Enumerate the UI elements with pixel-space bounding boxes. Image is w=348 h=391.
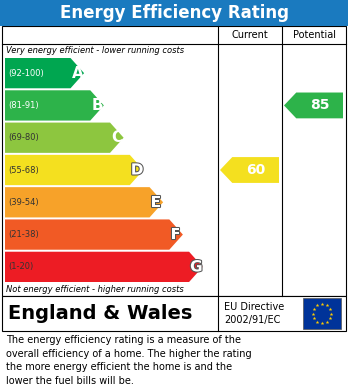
Text: (92-100): (92-100) <box>8 69 44 78</box>
Polygon shape <box>284 93 343 118</box>
Polygon shape <box>5 58 84 88</box>
Polygon shape <box>220 157 279 183</box>
Text: Very energy efficient - lower running costs: Very energy efficient - lower running co… <box>6 46 184 55</box>
Bar <box>2 26 346 296</box>
Polygon shape <box>5 219 183 250</box>
Bar <box>0 0 348 26</box>
Text: Energy Efficiency Rating: Energy Efficiency Rating <box>60 4 288 22</box>
Polygon shape <box>5 90 104 120</box>
Text: G: G <box>190 259 203 274</box>
Text: A: A <box>72 66 83 81</box>
Text: England & Wales: England & Wales <box>8 304 192 323</box>
Text: (39-54): (39-54) <box>8 198 39 207</box>
Text: EU Directive: EU Directive <box>224 303 284 312</box>
Polygon shape <box>5 122 124 153</box>
Text: (55-68): (55-68) <box>8 165 39 174</box>
Text: (21-38): (21-38) <box>8 230 39 239</box>
Text: E: E <box>151 195 161 210</box>
Polygon shape <box>5 252 203 282</box>
Text: Current: Current <box>232 30 268 40</box>
Text: (1-20): (1-20) <box>8 262 33 271</box>
Text: 60: 60 <box>246 163 265 177</box>
Text: Potential: Potential <box>293 30 335 40</box>
Text: Not energy efficient - higher running costs: Not energy efficient - higher running co… <box>6 285 184 294</box>
Text: (81-91): (81-91) <box>8 101 39 110</box>
Bar <box>2 296 346 331</box>
Text: D: D <box>131 163 143 178</box>
Bar <box>303 298 341 329</box>
Text: 2002/91/EC: 2002/91/EC <box>224 314 280 325</box>
Text: The energy efficiency rating is a measure of the
overall efficiency of a home. T: The energy efficiency rating is a measur… <box>6 335 252 386</box>
Text: C: C <box>111 130 122 145</box>
Text: F: F <box>170 227 181 242</box>
Text: 85: 85 <box>310 99 330 113</box>
Polygon shape <box>5 187 163 217</box>
Text: B: B <box>91 98 103 113</box>
Polygon shape <box>5 155 143 185</box>
Text: (69-80): (69-80) <box>8 133 39 142</box>
